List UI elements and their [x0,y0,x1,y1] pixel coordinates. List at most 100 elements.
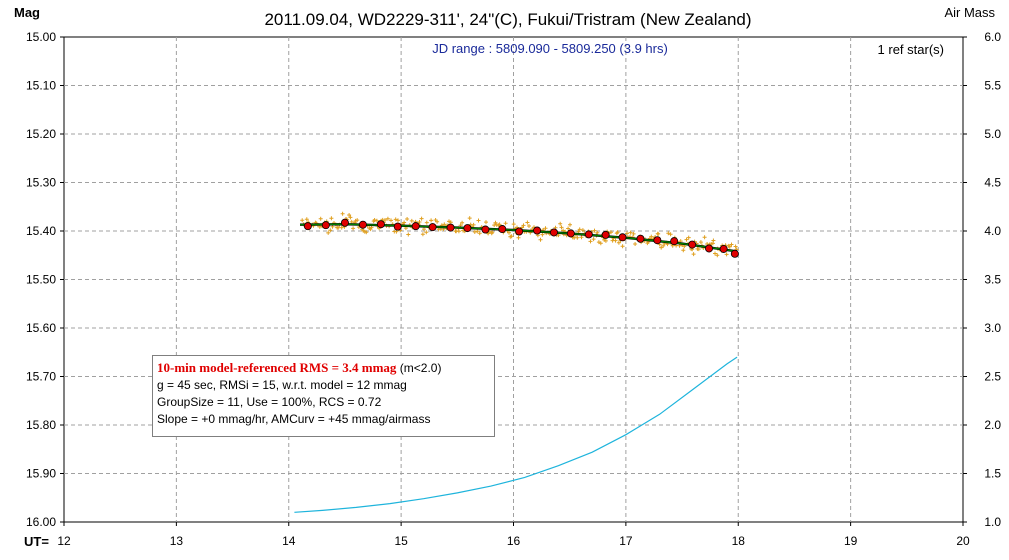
binned-point [705,244,714,253]
y-tick-label: 15.00 [26,30,56,44]
binned-point [515,227,524,236]
raw-point [348,215,353,220]
grid-lines [64,37,963,522]
raw-point [538,237,543,242]
y-tick-label: 15.40 [26,224,56,238]
y-tick-label: 15.20 [26,127,56,141]
raw-point [527,224,531,228]
stats-line-2: g = 45 sec, RMSi = 15, w.r.t. model = 12… [157,378,407,392]
raw-point [409,218,414,223]
raw-point [603,238,608,243]
raw-point [684,237,689,242]
raw-point [396,218,400,223]
raw-point [666,231,671,236]
binned-point [376,220,385,229]
raw-point [420,232,425,237]
raw-point [727,244,732,249]
raw-point [490,230,495,235]
raw-point [475,229,480,234]
raw-point [405,217,410,221]
x-tick-label: 15 [394,534,408,548]
raw-point [417,220,422,224]
binned-point [463,224,472,233]
binned-point [719,244,728,253]
raw-point [609,230,613,235]
raw-point [318,216,323,221]
raw-point [442,222,447,227]
y2-tick-label: 6.0 [984,30,1001,44]
raw-point [613,238,618,243]
raw-point [668,232,673,237]
raw-point [347,213,352,217]
y2-tick-label: 5.0 [984,127,1001,141]
raw-point [300,218,305,223]
raw-point [625,231,629,236]
raw-point [631,231,636,236]
binned-point [549,228,558,237]
x-axis-title: UT= [24,534,49,549]
binned-point [411,222,420,231]
raw-point [422,227,426,232]
raw-point [406,232,411,237]
raw-point [691,252,696,257]
raw-point [566,226,571,231]
statistics-box: 10-min model-referenced RMS = 3.4 mmag (… [152,355,495,437]
x-tick-label: 17 [619,534,633,548]
raw-point [543,226,548,231]
rms-summary: 10-min model-referenced RMS = 3.4 mmag [157,360,397,375]
raw-point [656,231,661,236]
raw-point [698,240,703,245]
y-tick-label: 15.90 [26,467,56,481]
y2-tick-label: 2.0 [984,418,1001,432]
raw-point [472,230,477,234]
raw-point [620,244,625,249]
raw-point [591,237,596,242]
x-tick-label: 13 [170,534,184,548]
stats-line-4: Slope = +0 mmag/hr, AMCurv = +45 mmag/ai… [157,412,431,426]
y2-tick-label: 1.5 [984,467,1001,481]
x-tick-label: 18 [732,534,746,548]
raw-point [336,225,341,230]
raw-point [521,223,526,228]
binned-point [566,229,575,238]
raw-point [598,241,603,246]
tick-marks [60,36,967,526]
y-tick-label: 16.00 [26,515,56,529]
y2-tick-label: 2.5 [984,370,1001,384]
raw-point [326,230,331,235]
raw-point [525,220,530,225]
raw-point [429,218,434,223]
x-tick-label: 16 [507,534,521,548]
raw-point [628,230,633,235]
binned-point [340,218,349,227]
raw-point [339,225,344,230]
raw-point [649,234,654,239]
raw-point [460,220,465,225]
binned-point [498,225,507,234]
binned-point [321,221,330,230]
binned-point [688,240,697,249]
raw-point [715,253,720,258]
raw-point [696,247,701,252]
y-tick-label: 15.80 [26,418,56,432]
raw-point [511,222,516,227]
raw-point [595,230,600,235]
y2-tick-label: 3.5 [984,273,1001,287]
raw-point [503,221,508,226]
raw-point [484,220,488,225]
x-tick-label: 14 [282,534,296,548]
raw-point [729,242,734,247]
raw-point [476,218,481,223]
y-tick-label: 15.10 [26,79,56,93]
y-tick-label: 15.70 [26,370,56,384]
raw-point [467,216,472,221]
raw-point [383,218,387,222]
airmass-series [294,356,738,513]
binned-point [303,222,312,231]
raw-point [374,218,379,223]
raw-point [355,218,360,223]
raw-point [686,235,691,240]
binned-point [481,225,490,234]
y2-tick-label: 3.0 [984,321,1001,335]
raw-point [516,235,521,240]
